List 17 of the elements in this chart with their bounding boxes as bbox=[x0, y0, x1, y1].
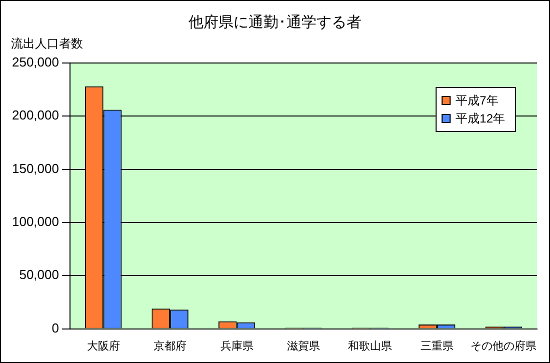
x-tick-label: 三重県 bbox=[420, 339, 454, 352]
legend-label: 平成12年 bbox=[456, 111, 506, 126]
y-tick-label: 100,000 bbox=[12, 214, 59, 230]
legend-label: 平成7年 bbox=[456, 93, 498, 108]
y-tick-label: 200,000 bbox=[12, 108, 59, 123]
x-tick-label: 滋賀県 bbox=[286, 340, 320, 352]
chart-title: 他府県に通勤･通学する者 bbox=[188, 14, 362, 32]
x-tick-label: 和歌山県 bbox=[348, 339, 392, 352]
x-tick-label: 大阪府 bbox=[86, 339, 120, 352]
y-tick-label: 50,000 bbox=[19, 267, 59, 282]
x-tick-label: 兵庫県 bbox=[220, 339, 254, 352]
y-tick-label: 150,000 bbox=[12, 160, 59, 176]
y-tick-label: 0 bbox=[52, 320, 59, 336]
x-tick-label: その他の府県 bbox=[470, 339, 537, 352]
x-tick-label: 京都府 bbox=[154, 339, 187, 352]
y-tick-label: 250,000 bbox=[12, 54, 59, 70]
y-axis-title: 流出人口者数 bbox=[11, 36, 83, 50]
